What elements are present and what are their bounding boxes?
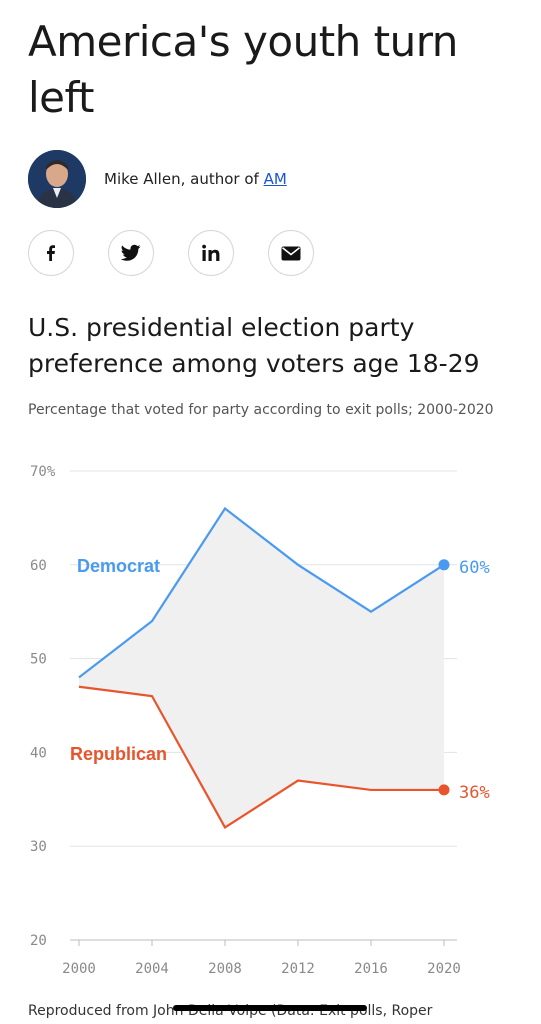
series-label-democrat: Democrat	[77, 556, 160, 576]
headline: America's youth turn left	[28, 17, 458, 122]
end-point-republican	[438, 784, 450, 796]
x-tick-label: 2000	[62, 961, 96, 977]
byline-text: Mike Allen, author of AM	[104, 170, 287, 188]
y-tick-label: 60	[30, 558, 47, 574]
line-chart: 20 30 40 50 60 70% 2000 2004 2008 2012 2016 2020 60%…	[30, 464, 490, 977]
end-value-label: 36%	[459, 783, 490, 803]
series-line-democrat	[78, 506, 445, 679]
end-value-label: 60%	[459, 558, 490, 578]
chart-title: U.S. presidential election party prefere…	[28, 313, 480, 378]
series-line-republican	[78, 685, 444, 829]
chart-subtitle: Percentage that voted for party accordin…	[28, 402, 494, 418]
share-email-button[interactable]	[268, 230, 314, 276]
share-row	[28, 230, 314, 276]
byline: Mike Allen, author of AM	[28, 150, 287, 208]
facebook-icon	[47, 245, 55, 261]
newsletter-link[interactable]: AM	[263, 170, 287, 188]
byline-prefix: Mike Allen, author of	[104, 170, 264, 188]
share-facebook-button[interactable]	[28, 230, 74, 276]
y-tick-label: 50	[30, 652, 47, 668]
x-tick-label: 2016	[354, 961, 388, 977]
gap-fill-area	[79, 508, 444, 828]
x-tick-label: 2012	[281, 961, 315, 977]
series-label-republican: Republican	[70, 744, 167, 764]
y-tick-label: 40	[30, 745, 47, 761]
twitter-icon	[121, 244, 141, 261]
y-tick-label: 20	[30, 933, 47, 949]
x-tick-label: 2004	[135, 961, 169, 977]
x-tick-label: 2020	[427, 961, 461, 977]
y-tick-label: 70%	[30, 464, 56, 480]
linkedin-icon	[202, 244, 220, 261]
home-indicator	[173, 1005, 367, 1011]
share-twitter-button[interactable]	[108, 230, 154, 276]
share-linkedin-button[interactable]	[188, 230, 234, 276]
email-icon	[281, 246, 301, 260]
end-point-democrat	[438, 559, 450, 571]
author-avatar[interactable]	[28, 150, 86, 208]
y-tick-label: 30	[30, 839, 47, 855]
x-tick-label: 2008	[208, 961, 242, 977]
